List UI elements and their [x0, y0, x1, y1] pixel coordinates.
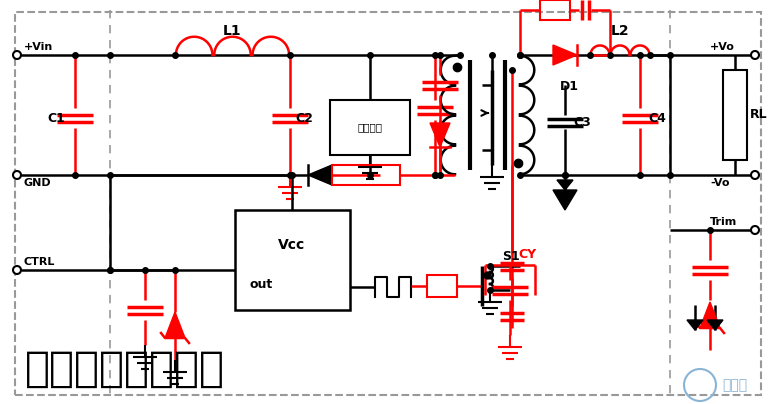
Polygon shape: [687, 320, 703, 330]
Text: C4: C4: [648, 112, 666, 124]
Text: RL: RL: [750, 109, 767, 122]
Text: +Vin: +Vin: [24, 42, 54, 52]
Polygon shape: [553, 45, 577, 65]
Text: 启动电路: 启动电路: [358, 122, 383, 132]
Text: Trim: Trim: [710, 217, 737, 227]
Circle shape: [751, 226, 759, 234]
Text: C1: C1: [47, 112, 65, 124]
Bar: [723, 70, 747, 160]
Polygon shape: [557, 180, 573, 190]
Text: +Vo: +Vo: [710, 42, 735, 52]
Polygon shape: [707, 320, 723, 330]
Text: CTRL: CTRL: [24, 257, 55, 267]
Text: D1: D1: [560, 80, 579, 93]
Circle shape: [13, 51, 21, 59]
Text: Vcc: Vcc: [279, 238, 306, 252]
Bar: [330, 100, 410, 155]
Circle shape: [13, 171, 21, 179]
Text: L2: L2: [611, 24, 629, 38]
Polygon shape: [430, 123, 450, 147]
Polygon shape: [165, 312, 185, 338]
Text: C2: C2: [295, 112, 313, 124]
Text: 日月辰: 日月辰: [722, 378, 747, 392]
Circle shape: [751, 171, 759, 179]
Circle shape: [751, 51, 759, 59]
Text: S1: S1: [502, 250, 520, 263]
Text: 产品内部简单电路: 产品内部简单电路: [25, 348, 225, 390]
Text: C3: C3: [573, 116, 591, 128]
Text: L1: L1: [223, 24, 241, 38]
Text: GND: GND: [24, 178, 52, 188]
Text: -Vo: -Vo: [710, 178, 729, 188]
Polygon shape: [308, 165, 332, 185]
Text: CY: CY: [518, 248, 536, 261]
Text: out: out: [250, 278, 273, 292]
Circle shape: [13, 266, 21, 274]
Bar: [332, 165, 400, 185]
Bar: [235, 210, 350, 310]
Bar: [427, 275, 457, 297]
Bar: [540, 0, 570, 20]
Polygon shape: [553, 190, 577, 210]
Polygon shape: [700, 302, 720, 328]
